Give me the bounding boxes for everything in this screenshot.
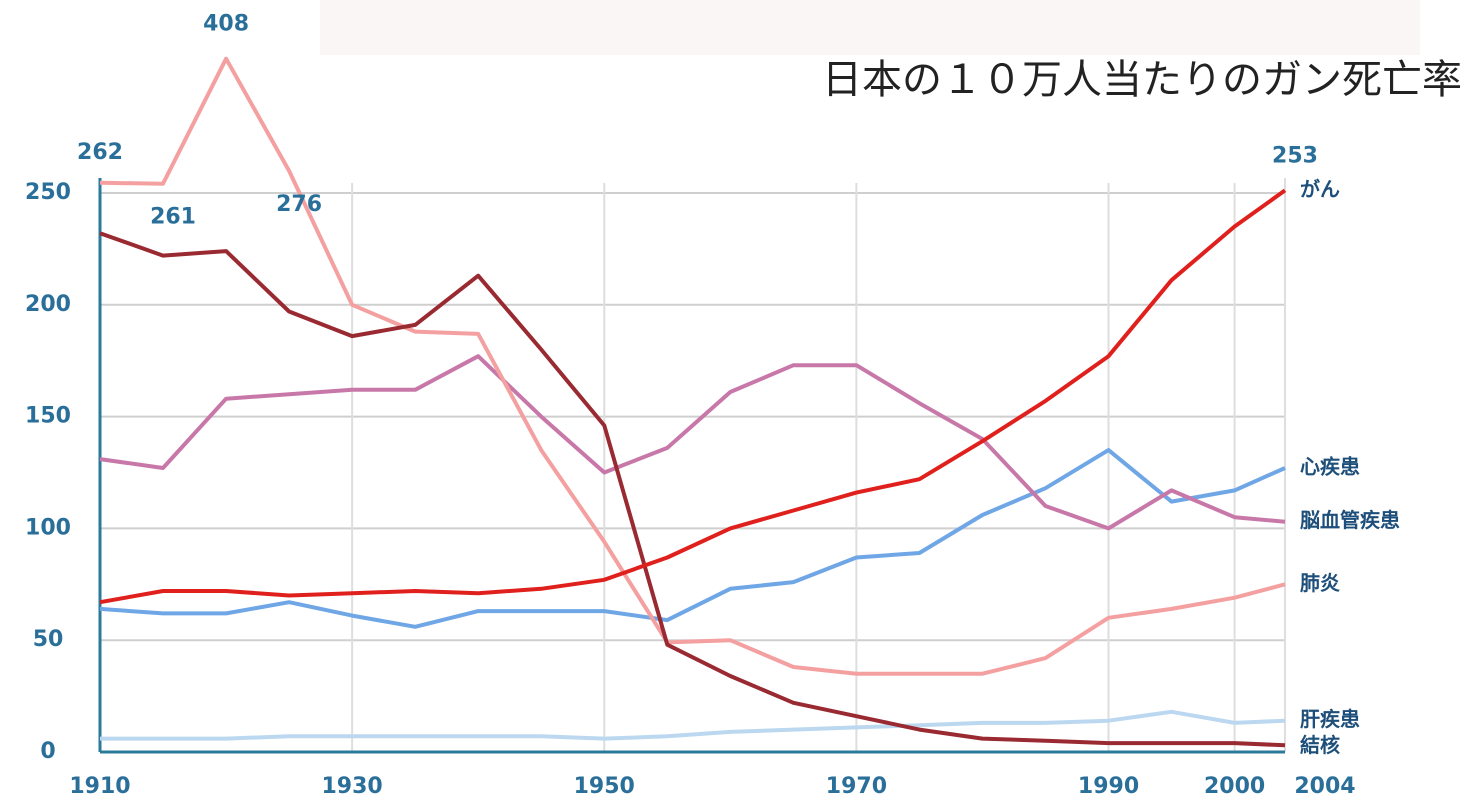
- x-tick-label: 1970: [826, 774, 887, 799]
- data-label: 262: [77, 140, 123, 165]
- y-tick-label: 0: [40, 739, 55, 764]
- series-line: [99, 448, 1286, 629]
- data-label: 408: [203, 12, 249, 37]
- series-line: [99, 231, 1286, 748]
- legend-label: 心疾患: [1300, 455, 1360, 479]
- legend-label: 結核: [1300, 733, 1340, 757]
- data-label: 261: [150, 205, 196, 230]
- legend-label: 肝疾患: [1300, 707, 1360, 731]
- y-tick-label: 50: [33, 627, 64, 652]
- series-line: [100, 709, 1286, 741]
- data-label: 276: [276, 192, 322, 217]
- y-tick-label: 100: [25, 515, 71, 540]
- series-line: [99, 56, 1286, 676]
- series-line: [99, 188, 1287, 605]
- x-tick-label: 1950: [574, 774, 635, 799]
- x-tick-label: 2004: [1294, 774, 1355, 799]
- x-tick-label: 1910: [69, 774, 130, 799]
- x-tick-label: 1990: [1078, 774, 1139, 799]
- chart-title: 日本の１０万人当たりのガン死亡率: [822, 57, 1462, 103]
- y-tick-label: 200: [25, 292, 71, 317]
- y-tick-label: 250: [25, 180, 71, 205]
- header-band: [320, 0, 1420, 55]
- legend-label: がん: [1300, 177, 1340, 201]
- y-tick-label: 150: [25, 404, 71, 429]
- series-line: [99, 354, 1286, 531]
- legend-label: 肺炎: [1300, 571, 1340, 595]
- x-tick-label: 2000: [1204, 774, 1265, 799]
- data-label: 253: [1272, 143, 1318, 168]
- legend-label: 脳血管疾患: [1299, 508, 1400, 532]
- x-tick-label: 1930: [322, 774, 383, 799]
